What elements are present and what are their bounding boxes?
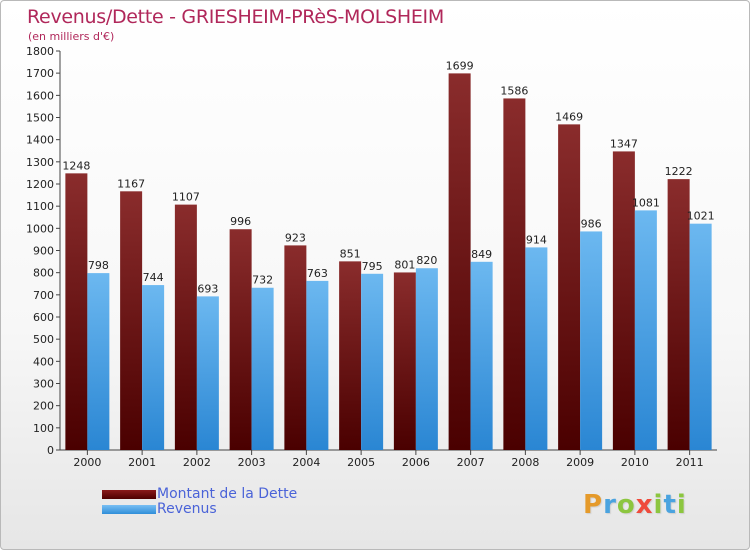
- y-tick-label: 1000: [26, 222, 54, 235]
- bar-revenus: [634, 210, 657, 450]
- x-tick-label: 2001: [128, 456, 156, 469]
- bar-revenus: [580, 231, 603, 450]
- bar-dette: [339, 261, 362, 450]
- data-label-revenus: 849: [471, 248, 492, 261]
- data-label-revenus: 795: [362, 260, 383, 273]
- data-label-dette: 1107: [172, 191, 200, 204]
- bar-dette: [667, 179, 690, 450]
- data-label-revenus: 1081: [632, 196, 660, 209]
- bar-dette: [65, 173, 88, 451]
- bar-revenus: [196, 296, 219, 450]
- data-label-revenus: 914: [526, 233, 547, 246]
- legend-label-dette: Montant de la Dette: [157, 486, 298, 502]
- bar-revenus: [689, 223, 712, 450]
- proxiti-logo: Proxiti: [583, 490, 687, 520]
- chart-subtitle: (en milliers d'€): [28, 30, 115, 43]
- data-label-dette: 923: [285, 231, 306, 244]
- y-tick-label: 800: [33, 267, 54, 280]
- legend: Montant de la Dette Revenus: [102, 487, 297, 517]
- data-label-dette: 1586: [500, 84, 528, 97]
- bar-revenus: [142, 285, 165, 450]
- data-label-revenus: 1021: [687, 210, 715, 223]
- data-label-dette: 1469: [555, 110, 583, 123]
- bar-revenus: [470, 261, 493, 450]
- bar-dette: [558, 124, 581, 450]
- data-label-dette: 1347: [610, 137, 638, 150]
- data-label-dette: 996: [230, 215, 251, 228]
- x-tick-label: 2002: [183, 456, 211, 469]
- x-tick-label: 2004: [292, 456, 320, 469]
- bar-dette: [612, 151, 635, 451]
- data-label-dette: 1222: [665, 165, 693, 178]
- y-tick-label: 1600: [26, 89, 54, 102]
- bar-dette: [174, 204, 197, 450]
- bar-revenus: [87, 273, 110, 450]
- y-axis: 0 100 200 300 400 500 600 700 800 900 1000 1100 1200…: [26, 45, 61, 457]
- bar-revenus: [361, 273, 384, 450]
- x-tick-label: 2006: [402, 456, 430, 469]
- x-axis: 2000 2001 2002 2003 2004 2005 2006 2007 2008 2009…: [60, 449, 717, 469]
- x-tick-label: 2005: [347, 456, 375, 469]
- x-tick-label: 2009: [566, 456, 594, 469]
- data-label-revenus: 693: [197, 282, 218, 295]
- data-label-revenus: 986: [581, 217, 602, 230]
- data-label-revenus: 820: [416, 254, 437, 267]
- y-tick-label: 400: [33, 355, 54, 368]
- legend-item-revenus: Revenus: [102, 502, 297, 517]
- data-label-revenus: 744: [143, 271, 164, 284]
- y-tick-label: 200: [33, 400, 54, 413]
- y-tick-label: 100: [33, 422, 54, 435]
- y-tick-label: 0: [47, 444, 54, 457]
- y-tick-label: 300: [33, 378, 54, 391]
- bars: [65, 73, 712, 451]
- x-tick-label: 2007: [457, 456, 485, 469]
- data-label-revenus: 763: [307, 267, 328, 280]
- data-labels: 1248 1167 1107 996 923 851 801 1699 1586 1469 1347…: [62, 59, 714, 295]
- legend-label-revenus: Revenus: [157, 501, 217, 517]
- y-tick-label: 500: [33, 333, 54, 346]
- y-tick-label: 600: [33, 311, 54, 324]
- y-tick-label: 1100: [26, 200, 54, 213]
- data-label-dette: 801: [394, 258, 415, 271]
- bar-dette: [120, 191, 143, 450]
- bar-revenus: [525, 247, 548, 450]
- y-tick-label: 1500: [26, 112, 54, 125]
- bar-revenus: [251, 287, 274, 450]
- bar-dette: [229, 229, 252, 450]
- bar-dette: [448, 73, 471, 450]
- bar-dette: [503, 98, 526, 450]
- y-tick-label: 1800: [26, 45, 54, 58]
- bar-dette: [284, 245, 307, 450]
- x-tick-label: 2011: [676, 456, 704, 469]
- data-label-revenus: 732: [252, 274, 273, 287]
- y-tick-label: 1300: [26, 156, 54, 169]
- data-label-dette: 851: [340, 247, 361, 260]
- legend-swatch-revenus: [102, 505, 156, 514]
- chart-title: Revenus/Dette - GRIESHEIM-PRèS-MOLSHEIM: [27, 6, 444, 28]
- x-tick-label: 2000: [73, 456, 101, 469]
- y-tick-label: 1700: [26, 67, 54, 80]
- y-tick-label: 1400: [26, 134, 54, 147]
- bar-dette: [393, 272, 416, 450]
- data-label-dette: 1699: [446, 59, 474, 72]
- y-tick-label: 1200: [26, 178, 54, 191]
- data-label-dette: 1248: [62, 159, 90, 172]
- x-tick-label: 2010: [621, 456, 649, 469]
- data-label-revenus: 798: [88, 259, 109, 272]
- x-tick-label: 2003: [238, 456, 266, 469]
- y-tick-label: 700: [33, 289, 54, 302]
- data-label-dette: 1167: [117, 177, 145, 190]
- y-tick-label: 900: [33, 245, 54, 258]
- legend-item-dette: Montant de la Dette: [102, 487, 297, 502]
- bar-revenus: [415, 268, 438, 450]
- bar-revenus: [306, 280, 329, 450]
- legend-swatch-dette: [102, 490, 156, 499]
- x-tick-label: 2008: [511, 456, 539, 469]
